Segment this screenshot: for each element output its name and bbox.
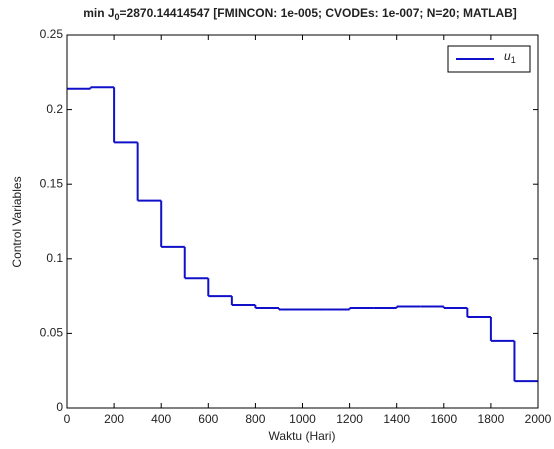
- x-tick-label: 1200: [336, 412, 363, 426]
- x-tick-label: 1000: [289, 412, 316, 426]
- legend-label: u1: [504, 49, 516, 65]
- x-axis-label: Waktu (Hari): [269, 429, 336, 443]
- x-tick-label: 200: [104, 412, 124, 426]
- x-tick-label: 0: [64, 412, 71, 426]
- chart-title: min J0=2870.14414547 [FMINCON: 1e-005; C…: [83, 6, 517, 22]
- x-tick-label: 1800: [478, 412, 505, 426]
- y-tick-label: 0.2: [46, 102, 63, 116]
- x-tick-label: 600: [198, 412, 218, 426]
- y-tick-label: 0: [56, 400, 63, 414]
- y-tick-label: 0.1: [46, 251, 63, 265]
- legend-name: u: [504, 49, 511, 63]
- y-tick-label: 0.25: [40, 27, 64, 41]
- title-main: min J: [83, 6, 114, 20]
- y-axis-label: Control Variables: [10, 176, 24, 267]
- legend-subscript: 1: [511, 55, 516, 65]
- x-tick-label: 1400: [383, 412, 410, 426]
- y-tick-label: 0.05: [40, 326, 64, 340]
- x-tick-label: 1600: [430, 412, 457, 426]
- y-tick-label: 0.15: [40, 176, 64, 190]
- title-rest: =2870.14414547 [FMINCON: 1e-005; CVODEs:…: [120, 6, 517, 20]
- x-tick-label: 800: [245, 412, 265, 426]
- x-tick-label: 2000: [525, 412, 552, 426]
- title-subscript: 0: [115, 12, 120, 22]
- x-tick-label: 400: [151, 412, 171, 426]
- axes-box: [66, 34, 539, 409]
